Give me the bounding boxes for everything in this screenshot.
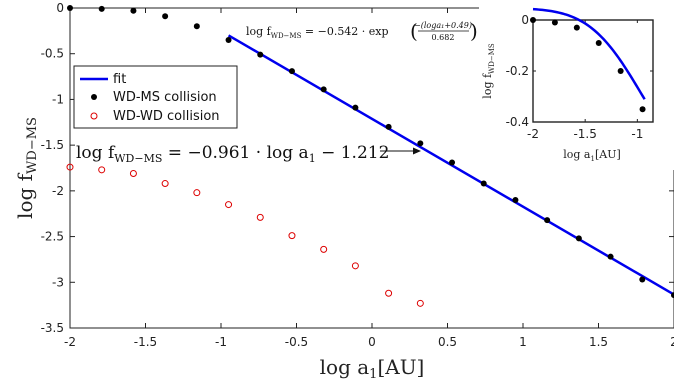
x-tick-label: -1 bbox=[631, 127, 643, 141]
y-tick-label: -1 bbox=[52, 92, 64, 106]
wd-ms-point bbox=[575, 235, 582, 242]
wd-wd-point bbox=[98, 166, 106, 174]
x-tick-label: -2 bbox=[527, 127, 539, 141]
legend: fit WD-MS collision WD-WD collision bbox=[73, 65, 238, 129]
wd-ms-point bbox=[639, 106, 646, 113]
main-x-axis-label: log a1[AU] bbox=[320, 355, 425, 382]
y-tick-label: -3 bbox=[52, 275, 64, 289]
wd-ms-point bbox=[98, 5, 105, 12]
wd-ms-point bbox=[193, 23, 200, 30]
wd-ms-point bbox=[449, 159, 456, 166]
wd-wd-point bbox=[351, 262, 359, 270]
wd-ms-point bbox=[607, 253, 614, 260]
x-tick-label: -1 bbox=[215, 335, 227, 349]
wd-ms-point bbox=[417, 140, 424, 147]
wd-ms-point bbox=[671, 292, 674, 299]
inset-fit-frac-num: −(loga₁+0.49) bbox=[414, 21, 472, 30]
x-tick-label: 2 bbox=[670, 335, 674, 349]
wd-ms-point bbox=[551, 19, 558, 26]
y-tick-label: -0.5 bbox=[41, 47, 64, 61]
wd-ms-point bbox=[530, 17, 536, 23]
wd-ms-point bbox=[639, 276, 646, 283]
x-tick-label: 1.5 bbox=[589, 335, 608, 349]
inset-marks bbox=[530, 7, 646, 113]
wd-wd-point bbox=[129, 169, 137, 177]
wd-wd-point bbox=[193, 189, 201, 197]
wd-wd-point bbox=[225, 201, 233, 209]
wd-ms-point bbox=[617, 68, 624, 74]
y-tick-label: -0.4 bbox=[506, 115, 529, 129]
x-tick-label: 0.5 bbox=[438, 335, 457, 349]
wd-wd-point bbox=[320, 245, 328, 253]
x-tick-label: -1.5 bbox=[573, 127, 596, 141]
legend-box bbox=[73, 65, 238, 129]
wd-ms-point bbox=[162, 13, 169, 20]
inset-fit-frac-den: 0.682 bbox=[432, 33, 455, 42]
wd-ms-point bbox=[67, 5, 73, 11]
main-fit-annotation: log fWD−MS = −0.961 · log a1 − 1.212 bbox=[76, 143, 421, 165]
inset-y-axis-label: log fWD−MS bbox=[481, 43, 496, 99]
inset-fit-annotation: log fWD−MS = −0.542 · exp ( −(loga₁+0.49… bbox=[246, 15, 528, 43]
wd-wd-point bbox=[66, 163, 74, 171]
wd-ms-point bbox=[573, 24, 580, 31]
y-tick-label: -0.2 bbox=[506, 64, 529, 78]
wd-ms-point bbox=[320, 86, 327, 93]
wd-ms-point bbox=[544, 217, 551, 224]
main-y-ticks: 0 -0.5 -1 -1.5 -2 -2.5 -3 -3.5 bbox=[41, 1, 674, 335]
wd-ms-point bbox=[288, 68, 295, 75]
main-fit-arrowhead bbox=[413, 147, 421, 155]
wd-wd-point bbox=[256, 213, 264, 221]
wd-ms-point bbox=[512, 197, 519, 203]
inset-plot: 0 -0.2 -0.4 -2 -1.5 -1 log fWD−MS log a1[AU] bbox=[479, 4, 674, 170]
y-tick-label: -3.5 bbox=[41, 321, 64, 335]
x-tick-label: 0 bbox=[368, 335, 376, 349]
inset-fit-paren-right: ) bbox=[470, 19, 478, 43]
x-tick-label: -0.5 bbox=[285, 335, 308, 349]
x-tick-label: -2 bbox=[64, 335, 76, 349]
wd-wd-point bbox=[161, 180, 169, 188]
inset-plot-frame bbox=[532, 19, 654, 123]
legend-wdwd-swatch bbox=[90, 112, 98, 120]
inset-x-axis-label: log a1[AU] bbox=[563, 148, 621, 163]
y-tick-label: 0 bbox=[56, 1, 64, 15]
main-marks bbox=[66, 5, 674, 307]
wd-wd-point bbox=[385, 289, 393, 297]
wd-ms-point bbox=[352, 104, 359, 111]
y-tick-label: -2.5 bbox=[41, 230, 64, 244]
y-tick-label: -1.5 bbox=[41, 138, 64, 152]
x-tick-label: 1 bbox=[519, 335, 527, 349]
wd-ms-point bbox=[257, 51, 264, 58]
legend-wdwd-label: WD-WD collision bbox=[113, 109, 220, 124]
main-x-ticks: -2 -1.5 -1 -0.5 0 0.5 1 1.5 2 bbox=[64, 8, 674, 349]
inset-fit-paren-left: ( bbox=[410, 19, 418, 43]
wd-ms-point bbox=[595, 39, 602, 46]
main-y-axis-label: log fWD−MS bbox=[13, 117, 40, 219]
x-tick-label: -1.5 bbox=[134, 335, 157, 349]
inset-fit-curve bbox=[532, 7, 646, 100]
inset-fit-equation: log fWD−MS = −0.542 · exp bbox=[246, 25, 389, 40]
wd-ms-point bbox=[385, 123, 392, 130]
wd-ms-point bbox=[225, 37, 232, 43]
legend-wdms-swatch bbox=[91, 94, 97, 100]
y-tick-label: -2 bbox=[52, 184, 64, 198]
wd-ms-point bbox=[480, 180, 487, 187]
y-tick-label: 0 bbox=[521, 13, 529, 27]
main-fit-equation: log fWD−MS = −0.961 · log a1 − 1.212 bbox=[76, 143, 389, 165]
legend-wdms-label: WD-MS collision bbox=[113, 90, 217, 105]
wd-wd-point bbox=[288, 232, 296, 240]
wd-wd-point bbox=[416, 299, 424, 307]
legend-fit-label: fit bbox=[113, 72, 126, 87]
wd-ms-point bbox=[130, 7, 137, 14]
